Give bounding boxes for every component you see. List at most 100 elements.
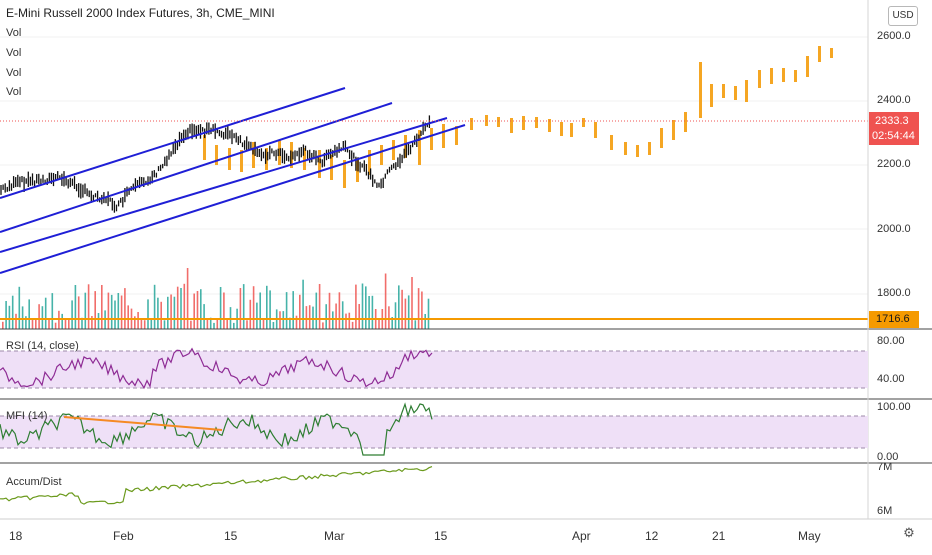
- bar-countdown: 02:54:44: [872, 130, 915, 142]
- trend-channel-line: [0, 87, 346, 199]
- projection-bar: [240, 150, 243, 172]
- volume-bar: [209, 317, 212, 329]
- time-label: 18: [9, 529, 23, 543]
- accum-dist-line: [0, 466, 433, 505]
- level-price-tag[interactable]: 1716.6: [869, 311, 919, 328]
- symbol-title[interactable]: E-Mini Russell 2000 Index Futures, 3h, C…: [6, 6, 275, 20]
- projection-bar: [794, 70, 797, 82]
- volume-bar: [176, 286, 179, 329]
- projection-bar: [758, 70, 761, 88]
- volume-bar: [21, 306, 24, 329]
- volume-bar: [292, 291, 294, 329]
- rsi-pane[interactable]: [0, 347, 868, 390]
- projection-bar: [570, 123, 573, 137]
- volume-bar: [325, 304, 327, 329]
- volume-bar: [54, 322, 57, 329]
- volume-bar: [312, 306, 314, 329]
- volume-bar: [341, 301, 344, 329]
- projection-bar: [215, 145, 218, 165]
- volume-bar: [285, 292, 288, 329]
- trend-channel-line: [0, 102, 393, 233]
- volume-bar: [190, 320, 192, 329]
- volume-bar: [68, 319, 70, 329]
- mfi-band: [0, 416, 868, 448]
- projection-bar: [368, 150, 371, 175]
- projection-bar: [497, 117, 500, 127]
- volume-bar: [411, 277, 413, 329]
- volume-bar: [256, 302, 258, 329]
- volume-bar: [242, 284, 245, 329]
- projection-bar: [252, 142, 255, 168]
- volume-bar: [71, 300, 73, 329]
- projection-bar: [594, 122, 597, 138]
- volume-bar: [384, 273, 387, 329]
- mfi-trendline[interactable]: [63, 416, 223, 431]
- projection-bar: [510, 118, 513, 133]
- projection-bar: [745, 80, 748, 102]
- price-tick: 1800.0: [877, 287, 911, 299]
- volume-bar: [200, 289, 202, 329]
- volume-bar: [117, 293, 120, 329]
- time-label: Apr: [572, 529, 591, 543]
- volume-bar: [41, 306, 44, 329]
- volume-bar: [308, 305, 311, 329]
- projection-bar: [430, 128, 433, 150]
- volume-bar: [114, 300, 116, 329]
- time-label: 12: [645, 529, 659, 543]
- volume-bar: [365, 286, 367, 329]
- last-price-tag[interactable]: 2333.3 02:54:44: [869, 112, 919, 145]
- volume-bar: [414, 320, 417, 329]
- price-pane[interactable]: [0, 36, 868, 329]
- last-price-value: 2333.3: [875, 115, 909, 127]
- volume-bar: [371, 295, 374, 329]
- volume-bar: [391, 317, 393, 329]
- volume-bar: [282, 311, 285, 329]
- trend-channel-lines[interactable]: [0, 87, 466, 274]
- rsi-tick: 40.00: [877, 373, 905, 385]
- projection-bar: [265, 148, 268, 170]
- volume-bar: [417, 288, 420, 329]
- volume-bar: [407, 295, 410, 329]
- volume-bar: [213, 322, 215, 329]
- volume-bar: [153, 284, 156, 329]
- projection-bar: [442, 124, 445, 148]
- volume-bar: [388, 306, 390, 329]
- projection-bar: [660, 128, 663, 148]
- volume-bar: [51, 293, 54, 329]
- projection-bar: [535, 117, 538, 128]
- projection-bar: [624, 142, 627, 155]
- volume-bar: [140, 318, 143, 329]
- mfi-pane[interactable]: [0, 402, 868, 456]
- accum-label[interactable]: Accum/Dist: [6, 476, 62, 488]
- projection-bar: [830, 48, 833, 58]
- volume-bar: [332, 311, 334, 329]
- accum-pane[interactable]: [0, 466, 433, 505]
- volume-bar: [394, 302, 397, 329]
- volume-bar: [338, 292, 341, 329]
- settings-icon[interactable]: ⚙: [903, 525, 915, 540]
- projection-bar: [734, 86, 737, 100]
- projection-bar: [582, 118, 585, 127]
- volume-bar: [289, 317, 291, 329]
- volume-bar: [186, 268, 189, 329]
- volume-bar: [351, 321, 354, 329]
- projection-bar: [560, 122, 563, 136]
- mfi-label[interactable]: MFI (14): [6, 410, 48, 422]
- projection-bar: [404, 135, 407, 158]
- volume-bar: [134, 316, 136, 329]
- volume-bar: [252, 286, 255, 329]
- volume-bar: [348, 312, 351, 329]
- volume-bar: [64, 318, 67, 329]
- volume-bar: [31, 319, 34, 329]
- projection-bar: [722, 84, 725, 98]
- projection-bar: [684, 112, 687, 132]
- volume-bar: [196, 291, 199, 329]
- volume-bar: [401, 289, 403, 329]
- currency-button[interactable]: USD: [888, 6, 918, 26]
- volume-bar: [84, 292, 87, 329]
- rsi-label[interactable]: RSI (14, close): [6, 340, 79, 352]
- volume-bar: [150, 319, 153, 329]
- projection-bar: [418, 130, 421, 165]
